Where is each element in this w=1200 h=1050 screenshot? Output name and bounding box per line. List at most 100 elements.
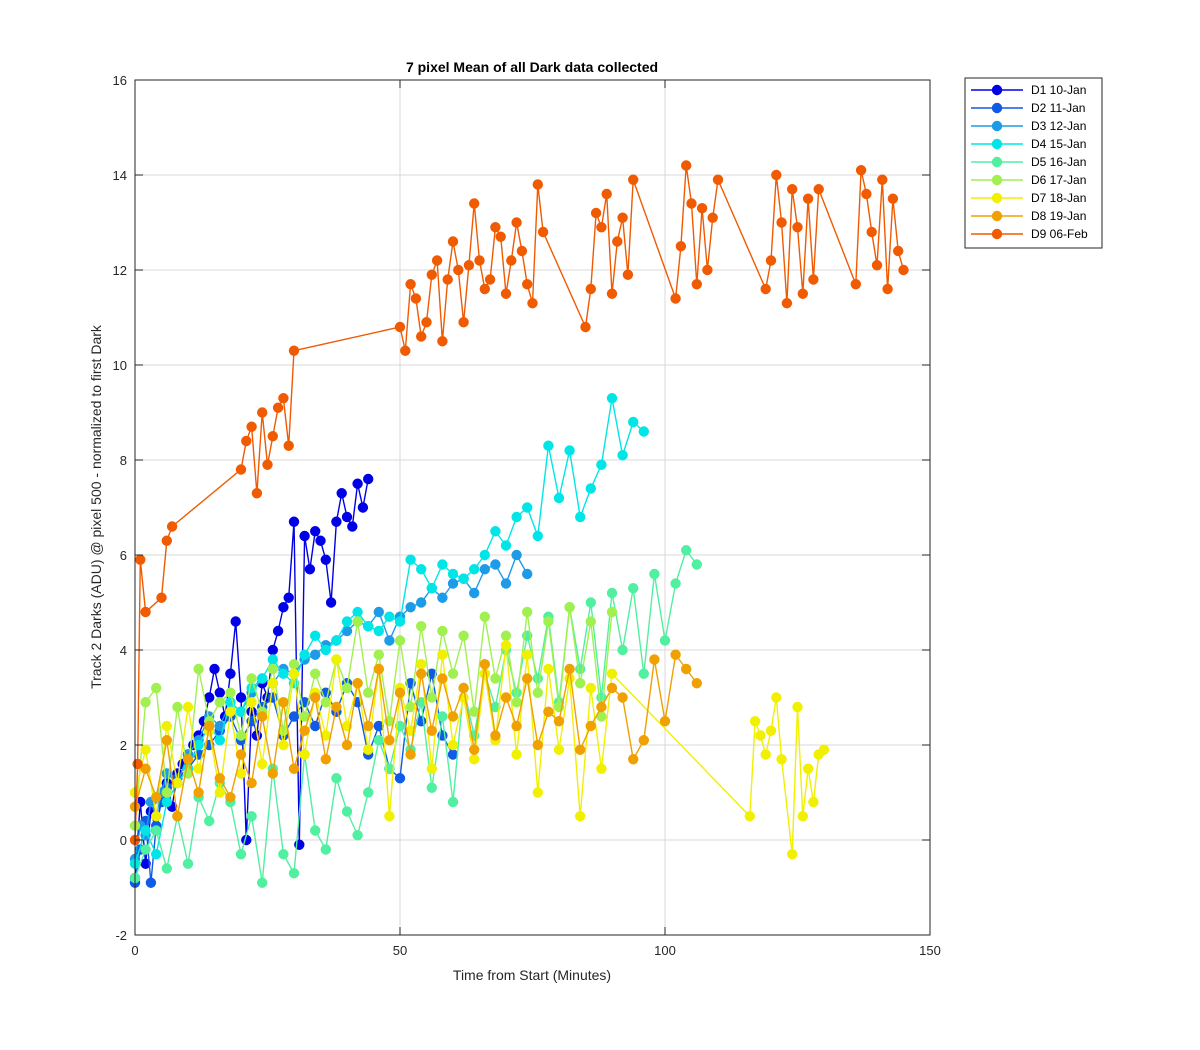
data-point bbox=[691, 678, 702, 689]
data-point bbox=[686, 198, 697, 209]
plot-frame bbox=[134, 79, 931, 936]
data-point bbox=[871, 260, 883, 271]
data-point bbox=[426, 583, 437, 594]
data-point bbox=[760, 749, 771, 760]
data-point bbox=[580, 321, 591, 333]
data-point bbox=[288, 659, 300, 670]
data-point bbox=[241, 435, 252, 447]
x-tick-label: 150 bbox=[919, 943, 941, 958]
data-point bbox=[659, 716, 671, 727]
data-point bbox=[193, 787, 204, 798]
legend-label: D2 11-Jan bbox=[1031, 101, 1085, 115]
data-point bbox=[156, 592, 167, 603]
data-point bbox=[469, 744, 480, 755]
data-point bbox=[204, 692, 215, 703]
data-point bbox=[320, 844, 331, 855]
data-point bbox=[447, 578, 459, 589]
data-point bbox=[575, 811, 586, 822]
data-point bbox=[331, 701, 342, 713]
data-point bbox=[394, 687, 406, 698]
data-point bbox=[373, 663, 384, 675]
plot-area bbox=[135, 80, 930, 935]
data-point bbox=[283, 592, 294, 603]
x-tick-label: 50 bbox=[393, 943, 407, 958]
data-point bbox=[469, 706, 480, 717]
legend-label: D3 12-Jan bbox=[1031, 119, 1086, 133]
y-tick-label: 14 bbox=[113, 168, 127, 183]
y-tick-label: 4 bbox=[120, 643, 127, 658]
series-line bbox=[134, 607, 613, 826]
data-point bbox=[394, 635, 406, 646]
data-point bbox=[490, 559, 501, 570]
data-point bbox=[877, 174, 888, 185]
data-point bbox=[511, 697, 522, 708]
data-point bbox=[744, 811, 755, 822]
data-point bbox=[278, 668, 289, 679]
data-point bbox=[140, 697, 151, 708]
data-point bbox=[670, 293, 681, 304]
data-point bbox=[532, 739, 543, 751]
data-point bbox=[787, 184, 798, 195]
data-point bbox=[132, 758, 143, 770]
data-point bbox=[458, 630, 469, 641]
data-point bbox=[225, 668, 236, 679]
data-point bbox=[474, 255, 485, 266]
data-point bbox=[384, 811, 395, 822]
data-point bbox=[855, 165, 867, 176]
data-point bbox=[596, 222, 607, 233]
data-point bbox=[760, 283, 771, 295]
data-point bbox=[373, 625, 384, 637]
data-point bbox=[553, 492, 565, 504]
data-point bbox=[267, 431, 278, 442]
data-point bbox=[251, 488, 263, 499]
data-point bbox=[182, 701, 194, 713]
data-point bbox=[341, 806, 353, 817]
legend-label: D6 17-Jan bbox=[1031, 173, 1086, 187]
data-point bbox=[866, 226, 877, 238]
data-point bbox=[416, 564, 427, 575]
data-point bbox=[479, 283, 490, 295]
data-point bbox=[288, 345, 300, 356]
data-point bbox=[320, 697, 331, 708]
data-point bbox=[161, 796, 172, 808]
data-point bbox=[235, 464, 247, 475]
data-point bbox=[564, 602, 575, 613]
data-point bbox=[426, 782, 437, 793]
legend-marker bbox=[991, 228, 1003, 240]
data-point bbox=[246, 673, 257, 684]
data-point bbox=[172, 777, 183, 789]
data-point bbox=[384, 735, 395, 746]
data-point bbox=[792, 701, 803, 713]
data-point bbox=[416, 659, 427, 670]
data-point bbox=[214, 787, 225, 798]
data-point bbox=[511, 511, 522, 523]
data-point bbox=[638, 735, 649, 746]
data-point bbox=[431, 255, 443, 266]
data-point bbox=[887, 193, 899, 204]
data-point bbox=[352, 616, 363, 627]
data-point bbox=[696, 203, 708, 214]
legend-marker bbox=[991, 174, 1003, 186]
data-point bbox=[405, 602, 416, 613]
data-point bbox=[495, 231, 506, 242]
y-tick-label: 16 bbox=[113, 73, 127, 88]
data-point bbox=[453, 264, 464, 276]
data-point bbox=[267, 678, 278, 689]
data-point bbox=[898, 264, 909, 276]
data-point bbox=[140, 606, 151, 618]
data-point bbox=[447, 796, 459, 808]
data-point bbox=[421, 317, 432, 328]
data-point bbox=[140, 744, 151, 755]
legend-box bbox=[964, 77, 1103, 249]
data-point bbox=[659, 635, 671, 646]
y-axis-label: Track 2 Darks (ADU) @ pixel 500 - normal… bbox=[88, 324, 104, 689]
data-point bbox=[532, 787, 543, 798]
data-point bbox=[246, 697, 257, 708]
data-point bbox=[363, 473, 374, 485]
data-point bbox=[818, 744, 830, 755]
data-point bbox=[299, 711, 310, 722]
data-point bbox=[628, 174, 639, 185]
data-point bbox=[341, 511, 353, 523]
legend-marker bbox=[991, 84, 1003, 96]
